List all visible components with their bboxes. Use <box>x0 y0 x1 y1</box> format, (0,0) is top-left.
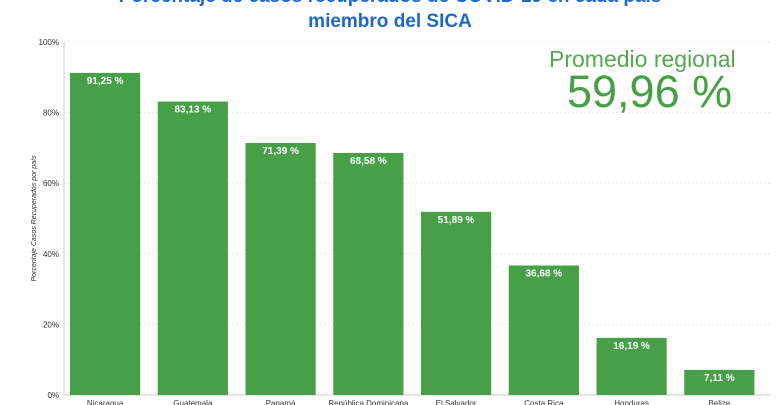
bar-value-label: 51,89 % <box>438 215 475 226</box>
bar-value-label: 16,19 % <box>613 341 650 352</box>
y-tick-label: 40% <box>43 250 59 259</box>
x-category-label: El Salvador <box>436 399 477 405</box>
x-category-label: Costa Rica <box>524 399 564 405</box>
y-tick-label: 60% <box>43 179 59 188</box>
bar-value-label: 91,25 % <box>87 76 124 87</box>
y-tick-label: 0% <box>47 391 59 400</box>
x-category-label: Honduras <box>614 399 649 405</box>
y-tick-label: 80% <box>43 109 59 118</box>
chart-title-line-1: Porcentaje de casos recuperados de COVID… <box>0 0 780 8</box>
y-tick-label: 100% <box>39 38 59 47</box>
regional-average-label: Promedio regional <box>549 46 736 72</box>
bar-value-label: 36,68 % <box>525 269 562 280</box>
y-tick-label: 20% <box>43 320 59 329</box>
x-category-label: Belize <box>708 399 730 405</box>
bar-value-label: 71,39 % <box>262 146 299 157</box>
chart-title-line-2: miembro del SICA <box>308 11 472 32</box>
bar <box>70 72 141 395</box>
bar-value-label: 83,13 % <box>174 105 211 116</box>
bar <box>684 369 755 395</box>
bar <box>508 265 579 395</box>
bar <box>596 337 667 395</box>
bar <box>421 211 492 395</box>
x-category-label: República Dominicana <box>328 399 409 405</box>
bar-value-label: 68,58 % <box>350 156 387 167</box>
bar <box>157 101 228 396</box>
bar-value-label: 7,11 % <box>704 373 735 384</box>
bar <box>333 152 404 395</box>
bar <box>245 142 316 395</box>
x-category-label: Nicaragua <box>87 399 124 405</box>
x-category-label: Panamá <box>266 399 296 405</box>
regional-average-value: 59,96 % <box>567 66 733 117</box>
x-category-label: Guatemala <box>173 399 213 405</box>
y-axis-title: Porcentaje Casos Recuperados por país <box>31 155 38 282</box>
